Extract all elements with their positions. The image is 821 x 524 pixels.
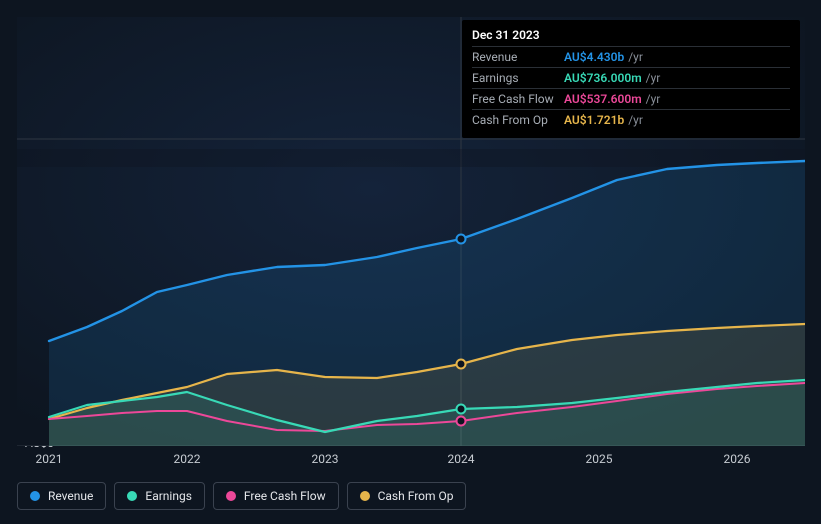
legend-swatch-icon bbox=[226, 491, 236, 501]
legend-label: Free Cash Flow bbox=[244, 489, 326, 503]
chart-legend: Revenue Earnings Free Cash Flow Cash From O… bbox=[17, 482, 466, 510]
legend-item-earnings[interactable]: Earnings bbox=[114, 482, 205, 510]
tooltip-row-label: Free Cash Flow bbox=[472, 92, 564, 106]
x-axis-label: 2026 bbox=[724, 452, 751, 466]
legend-swatch-icon bbox=[127, 491, 137, 501]
legend-item-cash_from_op[interactable]: Cash From Op bbox=[347, 482, 467, 510]
chart-tooltip: Dec 31 2023 RevenueAU$4.430b/yrEarningsA… bbox=[462, 20, 800, 138]
tooltip-row-unit: /yr bbox=[628, 113, 643, 127]
x-axis-label: 2022 bbox=[174, 452, 201, 466]
legend-item-revenue[interactable]: Revenue bbox=[17, 482, 106, 510]
tooltip-row-value: AU$4.430b bbox=[564, 50, 624, 64]
tooltip-row-label: Revenue bbox=[472, 50, 564, 64]
tooltip-row-value: AU$537.600m bbox=[564, 92, 642, 106]
tooltip-row: EarningsAU$736.000m/yr bbox=[472, 67, 790, 88]
x-axis-label: 2023 bbox=[312, 452, 339, 466]
legend-swatch-icon bbox=[360, 491, 370, 501]
tooltip-row-label: Cash From Op bbox=[472, 113, 564, 127]
tooltip-row-value: AU$736.000m bbox=[564, 71, 642, 85]
tooltip-row-unit: /yr bbox=[628, 50, 643, 64]
legend-swatch-icon bbox=[30, 491, 40, 501]
tooltip-date: Dec 31 2023 bbox=[472, 28, 790, 46]
legend-label: Earnings bbox=[145, 489, 192, 503]
x-axis-label: 2025 bbox=[586, 452, 613, 466]
tooltip-row: Cash From OpAU$1.721b/yr bbox=[472, 109, 790, 130]
legend-label: Revenue bbox=[48, 489, 93, 503]
tooltip-row: RevenueAU$4.430b/yr bbox=[472, 46, 790, 67]
legend-item-free_cash_flow[interactable]: Free Cash Flow bbox=[213, 482, 339, 510]
tooltip-row: Free Cash FlowAU$537.600m/yr bbox=[472, 88, 790, 109]
tooltip-row-value: AU$1.721b bbox=[564, 113, 624, 127]
x-axis-label: 2024 bbox=[448, 452, 475, 466]
x-axis-label: 2021 bbox=[36, 452, 63, 466]
chart-container: AU$7bAU$0 Past Analysts Forecasts Dec 31… bbox=[0, 0, 821, 524]
legend-label: Cash From Op bbox=[378, 489, 454, 503]
tooltip-row-unit: /yr bbox=[646, 92, 661, 106]
tooltip-row-unit: /yr bbox=[646, 71, 661, 85]
tooltip-row-label: Earnings bbox=[472, 71, 564, 85]
